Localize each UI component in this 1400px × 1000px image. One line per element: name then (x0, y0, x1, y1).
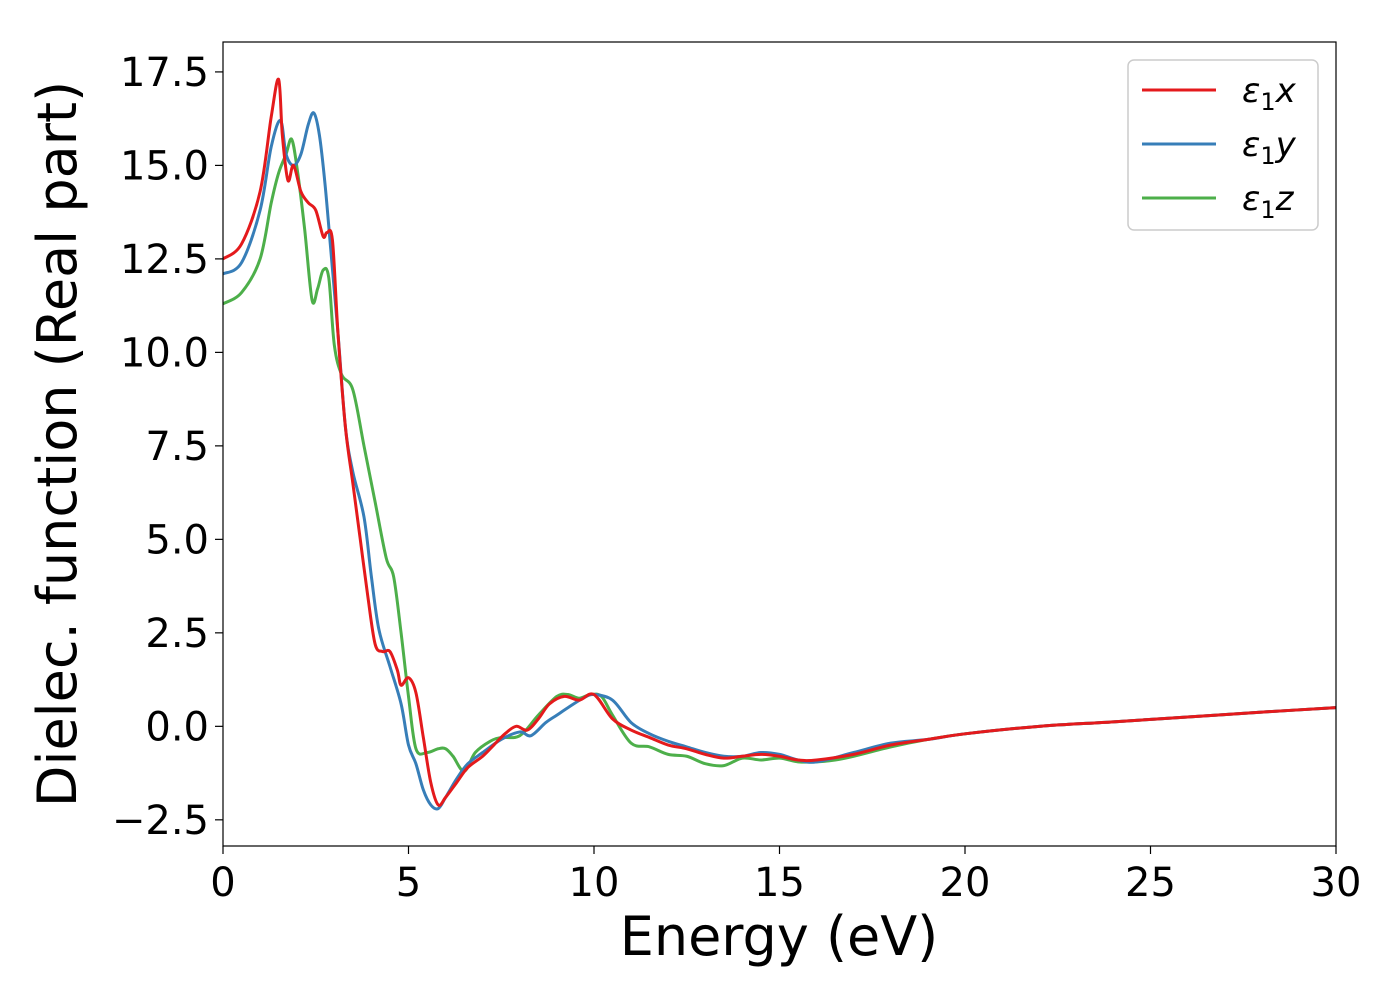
y-tick-label: −2.5 (112, 798, 209, 844)
y-tick-label: 0.0 (145, 704, 209, 750)
legend: ε1x ε1y ε1z (1127, 59, 1319, 231)
x-tick-label: 25 (1125, 860, 1176, 906)
y-tick-label: 15.0 (120, 143, 209, 189)
x-axis-label: Energy (eV) (620, 905, 939, 968)
y-tick-label: 7.5 (145, 424, 209, 470)
y-tick-label: 10.0 (120, 330, 209, 376)
x-tick-label: 30 (1311, 860, 1362, 906)
x-tick-label: 0 (210, 860, 235, 906)
x-tick-label: 20 (940, 860, 991, 906)
y-axis-label: Dielec. function (Real part) (26, 81, 89, 807)
y-tick-label: 12.5 (120, 237, 209, 283)
x-axis: 0 5 10 15 20 25 30 (210, 846, 1361, 906)
y-tick-label: 17.5 (120, 50, 209, 96)
x-tick-label: 15 (754, 860, 805, 906)
series-line-x (223, 77, 1336, 807)
legend-label-z: ε1z (1242, 179, 1295, 224)
legend-label-x: ε1x (1242, 71, 1297, 116)
legend-label-y: ε1y (1242, 125, 1297, 170)
series-line-y (223, 111, 1336, 811)
x-tick-label: 5 (396, 860, 421, 906)
series-layer (223, 77, 1336, 811)
x-tick-label: 10 (569, 860, 620, 906)
y-axis: −2.5 0.0 2.5 5.0 7.5 10.0 12.5 15.0 17.5 (112, 50, 223, 844)
y-tick-label: 5.0 (145, 517, 209, 563)
legend-box (1127, 59, 1319, 231)
y-tick-label: 2.5 (145, 611, 209, 657)
